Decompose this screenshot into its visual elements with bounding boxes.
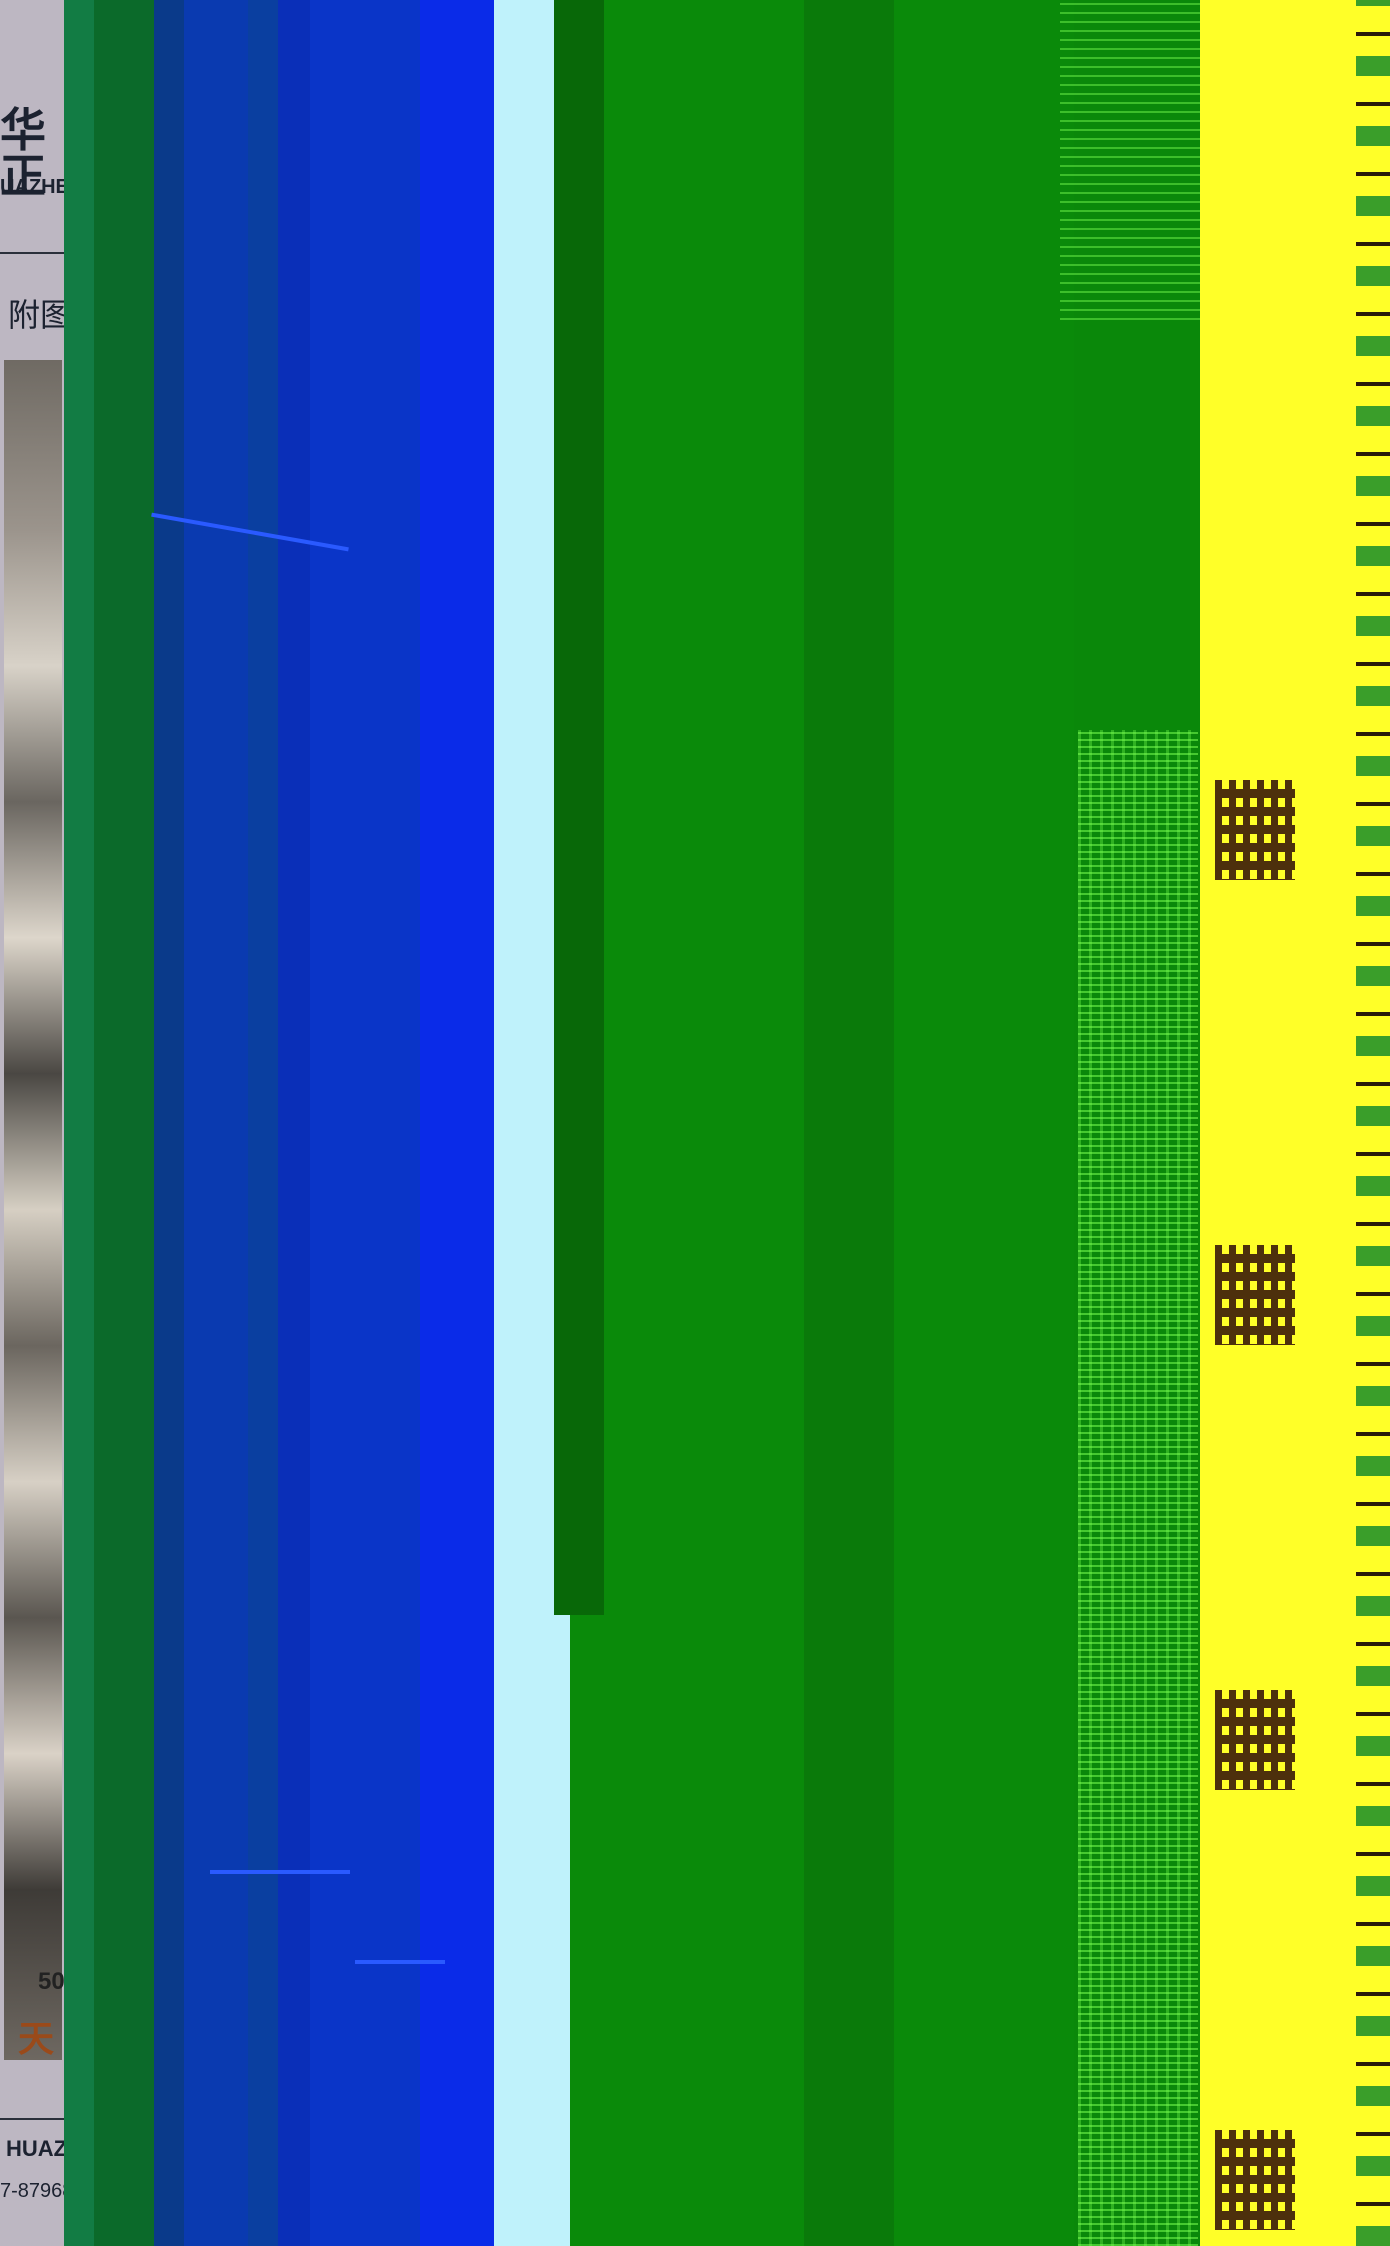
glitch-band-dark-green-4 bbox=[804, 0, 894, 2246]
glitch-band-blue-1 bbox=[310, 0, 420, 2246]
right-edge-strip bbox=[1356, 0, 1390, 2246]
glitch-band-green-2 bbox=[894, 0, 1074, 2246]
company-logo-subtitle: UAZHE bbox=[0, 176, 64, 198]
glitch-band-dark-green-2 bbox=[554, 0, 604, 1615]
qr-block-4 bbox=[1215, 2130, 1295, 2230]
glitch-band-dark-green-3 bbox=[570, 1615, 604, 2246]
stamp-mark: 天 bbox=[18, 2018, 55, 2060]
company-logo: 华正 bbox=[0, 105, 46, 202]
glitch-band-yellow bbox=[1200, 0, 1356, 2246]
glitch-band-green-1 bbox=[604, 0, 804, 2246]
header-divider bbox=[0, 252, 64, 254]
aerial-photo bbox=[4, 360, 62, 2060]
qr-block-2 bbox=[1215, 1245, 1295, 1345]
footer-divider bbox=[0, 2118, 64, 2120]
qr-block-3 bbox=[1215, 1690, 1295, 1790]
glitch-band-blue-2 bbox=[420, 0, 494, 2246]
scale-label: 50 bbox=[38, 1968, 64, 1995]
glitch-band-navy-3 bbox=[248, 0, 278, 2246]
document-heading: 附图 bbox=[8, 296, 64, 334]
map-line-2 bbox=[210, 1870, 350, 1874]
document-strip: 华正 UAZHE 附图 50 天 HUAZ 7-87968 bbox=[0, 0, 64, 2246]
glitch-band-cyan-lower bbox=[554, 1615, 570, 2246]
footer-brand: HUAZ bbox=[6, 2136, 64, 2161]
glitch-band-teal bbox=[64, 0, 94, 2246]
qr-block-1 bbox=[1215, 780, 1295, 880]
glitch-band-navy-2 bbox=[184, 0, 248, 2246]
glitch-band-navy-1 bbox=[154, 0, 184, 2246]
pixel-noise-top bbox=[1060, 0, 1200, 320]
footer-phone: 7-87968 bbox=[0, 2180, 64, 2202]
glitch-band-navy-4 bbox=[278, 0, 310, 2246]
pixel-noise-column bbox=[1078, 730, 1198, 2246]
map-line-3 bbox=[355, 1960, 445, 1964]
